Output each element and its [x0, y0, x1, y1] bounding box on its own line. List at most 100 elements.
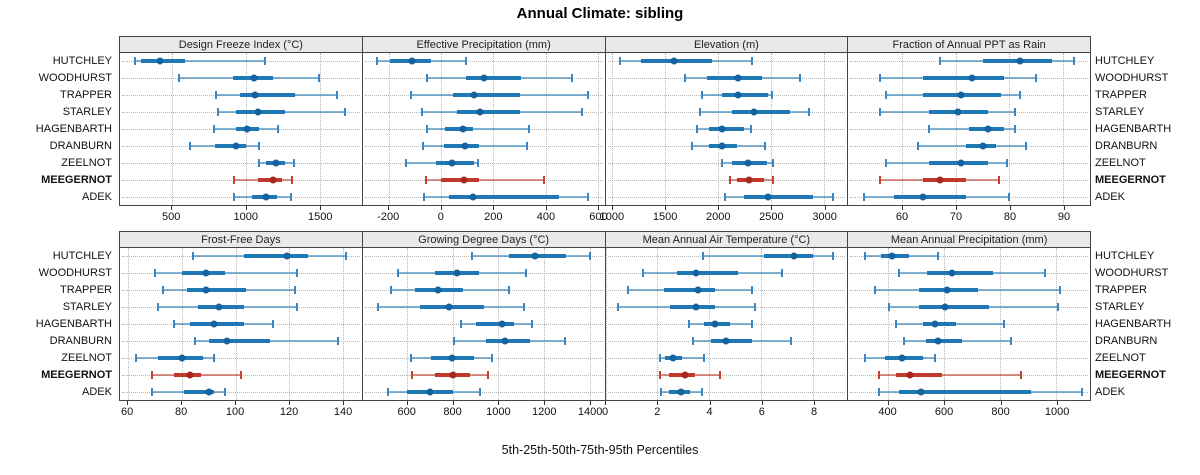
axis-tick-label: 6 [758, 406, 765, 418]
axis-tick-label: 80 [174, 406, 188, 418]
median-dot [745, 176, 753, 184]
whisker-cap [216, 108, 219, 117]
iqr-bar-25-75 [764, 254, 814, 259]
axis-tick-label: 90 [1057, 211, 1071, 223]
whisker-cap [410, 91, 413, 100]
whisker-cap [233, 192, 236, 201]
axis-tick-label: 800 [443, 406, 462, 418]
axis-tick-label: 800 [991, 406, 1010, 418]
iqr-bar-25-75 [441, 177, 480, 182]
site-label-woodhurst: WOODHURST [1095, 266, 1169, 279]
whisker-cap [464, 57, 467, 66]
iqr-bar-25-75 [184, 389, 214, 394]
axis-tick [1009, 206, 1011, 210]
row-guideline [607, 374, 846, 376]
whisker-cap [194, 336, 197, 345]
site-label-hagenbarth: HAGENBARTH [1095, 123, 1172, 135]
site-label-adek: ADEK [1095, 191, 1125, 204]
iqr-bar-25-75 [706, 76, 763, 81]
figure-title: Annual Climate: sibling [516, 5, 684, 22]
median-dot [979, 142, 987, 150]
median-dot [156, 57, 164, 65]
row-guideline [850, 357, 1088, 359]
whisker-cap [336, 336, 339, 345]
whisker-cap [879, 74, 882, 83]
axis-tick-label: 8 [810, 406, 818, 418]
axis-tick [406, 401, 408, 405]
site-labels-left-row-1: HUTCHLEY WOODHURST TRAPPER STARLEY HAGENBART… [5, 52, 117, 206]
whisker-cap [1003, 320, 1006, 328]
whisker-5-95 [134, 60, 266, 63]
panel-fraction-ppt-rain [848, 53, 1090, 205]
site-label-adek: ADEK [1095, 386, 1125, 399]
axis-tick [171, 206, 173, 210]
panel-strip-design-freeze-index: Design Freeze Index (°C) [120, 37, 363, 52]
iqr-bar-25-75 [923, 177, 967, 182]
whisker-cap [691, 336, 694, 345]
axis-tick-label: 4 [706, 406, 713, 418]
whisker-cap [1072, 57, 1075, 66]
iqr-bar-25-75 [744, 194, 814, 199]
axis-tick-label: 600 [589, 211, 608, 223]
site-label-hagenbarth: HAGENBARTH [35, 318, 112, 330]
whisker-cap [526, 141, 529, 150]
whisker-cap [659, 370, 662, 379]
whisker-cap [376, 303, 379, 312]
row-guideline [122, 162, 360, 164]
site-label-trapper: TRAPPER [60, 283, 112, 296]
whisker-cap [530, 320, 533, 328]
whisker-5-95 [878, 373, 1022, 376]
whisker-cap [291, 175, 294, 184]
axis-tick [598, 206, 600, 210]
median-dot [734, 74, 742, 82]
axis-tick-label: 1000 [599, 211, 625, 223]
median-dot [215, 303, 223, 311]
whisker-cap [151, 370, 154, 379]
panel-row-2 [119, 247, 1091, 401]
axis-tick-label: 400 [878, 406, 897, 418]
axis-tick-label: 120 [279, 406, 299, 418]
whisker-cap [618, 57, 621, 66]
median-dot [283, 252, 291, 260]
axis-tick [181, 401, 183, 405]
panel-mean-annual-air-temperature [605, 248, 849, 400]
axis-tick [127, 401, 129, 405]
panel-strip-growing-degree-days: Growing Degree Days (°C) [363, 232, 606, 247]
axis-fraction-ppt-rain: 60 70 80 90 [848, 206, 1091, 228]
whisker-cap [724, 192, 727, 201]
median-dot [250, 74, 258, 82]
whisker-cap [1013, 125, 1016, 133]
median-dot [202, 286, 210, 294]
median-dot [470, 91, 478, 99]
whisker-cap [831, 192, 834, 201]
whisker-cap [660, 387, 663, 396]
axis-tick [1064, 206, 1065, 210]
median-dot [934, 337, 942, 345]
axis-tick [824, 206, 826, 210]
iqr-bar-25-75 [243, 254, 308, 259]
site-label-hutchley: HUTCHLEY [1095, 249, 1155, 262]
panel-strip-mean-annual-precipitation: Mean Annual Precipitation (mm) [890, 233, 1048, 246]
median-dot [210, 320, 218, 328]
whisker-cap [790, 336, 793, 345]
whisker-cap [487, 370, 490, 379]
whisker-cap [425, 125, 428, 133]
axis-tick-label: 0 [601, 406, 609, 418]
whisker-cap [410, 370, 413, 379]
median-dot [984, 125, 992, 133]
whisker-cap [798, 74, 801, 83]
panel-frost-free-days [120, 248, 363, 400]
whisker-cap [153, 269, 156, 278]
whisker-cap [831, 252, 834, 261]
whisker-cap [1008, 192, 1011, 201]
whisker-cap [721, 158, 724, 167]
whisker-cap [771, 91, 774, 100]
whisker-cap [471, 252, 474, 261]
site-labels-right-row-1: HUTCHLEY WOODHURST TRAPPER STARLEY HAGENBART… [1090, 52, 1200, 206]
axis-tick [1057, 401, 1059, 405]
median-dot [919, 193, 927, 201]
whisker-cap [808, 108, 811, 117]
iqr-bar-25-75 [893, 194, 967, 199]
panel-strip-elevation: Elevation (m) [606, 37, 849, 52]
